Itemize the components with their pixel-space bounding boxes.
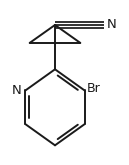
Text: N: N bbox=[11, 84, 21, 97]
Text: N: N bbox=[107, 18, 116, 32]
Text: Br: Br bbox=[87, 82, 100, 95]
